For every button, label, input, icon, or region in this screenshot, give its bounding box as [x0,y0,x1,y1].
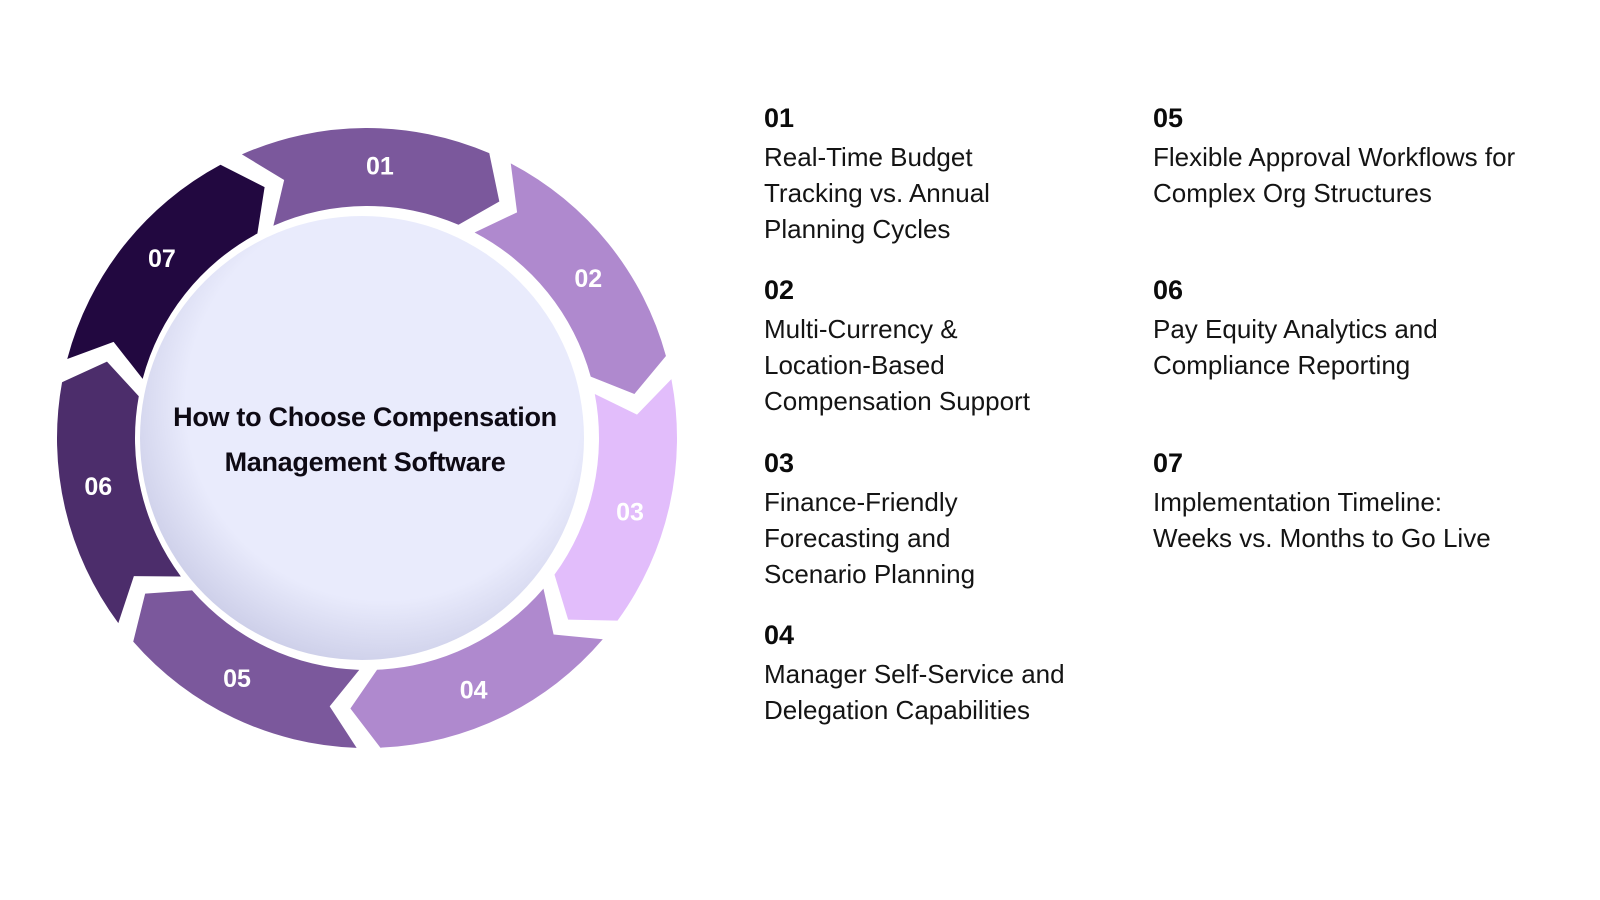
segment-label: 07 [148,245,176,273]
segment-07 [67,164,265,379]
list-item: 01 Real-Time Budget Tracking vs. Annual … [764,101,1144,247]
segment-label: 05 [223,665,251,693]
item-number: 02 [764,275,795,305]
item-text: Pay Equity Analytics and Compliance Repo… [1153,314,1438,380]
item-number: 05 [1153,103,1184,133]
segment-03 [554,379,677,621]
list-item: 03 Finance-Friendly Forecasting and Scen… [764,446,1144,592]
item-text: Finance-Friendly Forecasting and Scenari… [764,487,976,589]
title-line-2: Management Software [224,447,506,477]
segment-05 [133,590,360,748]
list-item: 04 Manager Self-Service and Delegation C… [764,618,1144,728]
segment-label: 04 [460,676,488,704]
segment-06 [57,361,181,624]
item-number: 07 [1153,448,1184,478]
segment-label: 01 [366,152,394,180]
segment-label: 02 [574,265,602,293]
title-line-1: How to Choose Compensation [173,402,557,432]
list-item: 07 Implementation Timeline: Weeks vs. Mo… [1153,446,1533,556]
cycle-wheel: 01 02 03 04 05 06 07 [57,127,677,748]
center-circle [140,216,584,660]
list-item: 05 Flexible Approval Workflows for Compl… [1153,101,1533,211]
diagram-title: How to Choose Compensation Management So… [140,395,590,485]
list-item: 06 Pay Equity Analytics and Compliance R… [1153,273,1533,383]
item-number: 03 [764,448,795,478]
segment-label: 03 [616,498,644,526]
item-number: 04 [764,620,795,650]
item-text: Real-Time Budget Tracking vs. Annual Pla… [764,142,990,244]
list-item: 02 Multi-Currency & Location-Based Compe… [764,273,1144,419]
item-text: Implementation Timeline: Weeks vs. Month… [1153,487,1491,553]
segment-04 [350,588,603,748]
item-text: Manager Self-Service and Delegation Capa… [764,659,1065,725]
segment-01 [241,127,500,226]
segment-label: 06 [84,473,112,501]
item-number: 06 [1153,275,1184,305]
item-number: 01 [764,103,795,133]
item-text: Flexible Approval Workflows for Complex … [1153,142,1516,208]
segment-02 [474,163,666,395]
item-text: Multi-Currency & Location-Based Compensa… [764,314,1030,416]
